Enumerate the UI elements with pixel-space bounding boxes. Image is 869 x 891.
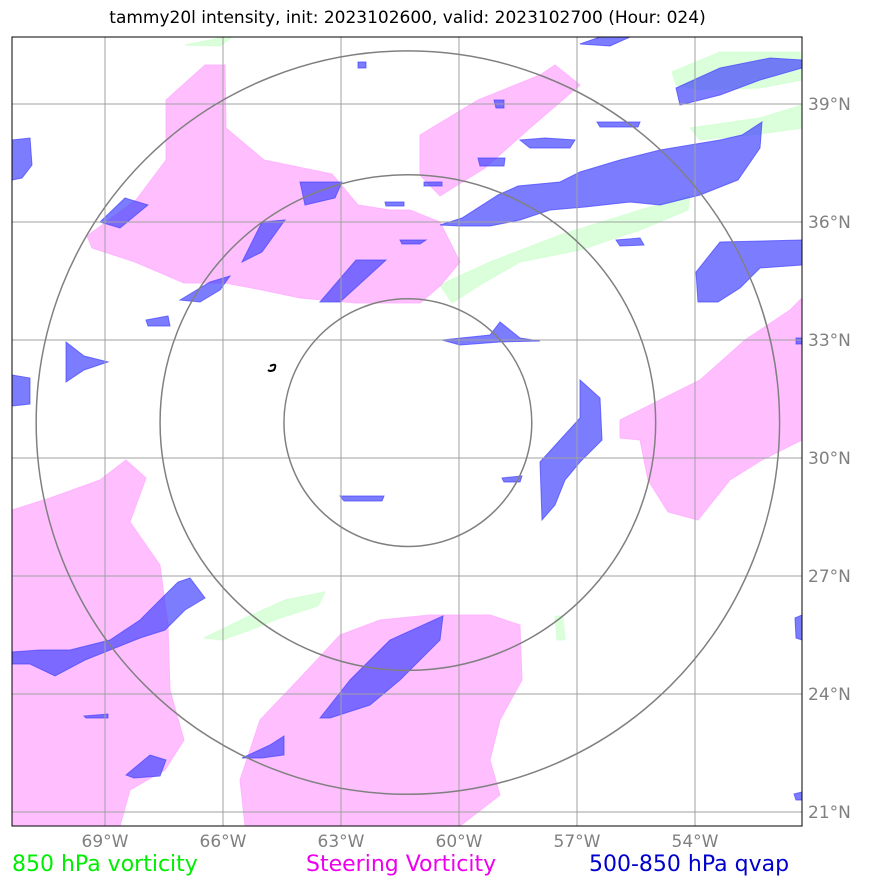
lat-tick-label: 33°N	[808, 331, 851, 351]
range-ring	[35, 50, 781, 796]
vort850-patch	[184, 37, 233, 47]
qvap-patch	[423, 181, 443, 187]
steering-patch	[239, 614, 523, 826]
gridlines	[12, 37, 802, 826]
map-title: tammy20l intensity, init: 2023102600, va…	[109, 8, 706, 28]
legend-steering: Steering Vorticity	[306, 852, 497, 877]
qvap-patch	[338, 495, 385, 502]
steering-patch	[419, 64, 581, 197]
qvap-patch	[675, 57, 802, 106]
qvap-patch	[399, 239, 428, 245]
qvap-patch	[65, 340, 110, 383]
qvap-patch	[145, 315, 171, 327]
range-ring	[159, 174, 657, 672]
lon-tick-label: 60°W	[436, 832, 483, 852]
qvap-patch	[695, 239, 802, 303]
qvap-patch	[357, 61, 367, 69]
qvap-patch	[596, 121, 641, 128]
lon-tick-label: 54°W	[672, 832, 719, 852]
qvap-patch	[794, 614, 802, 641]
storm-track-marker	[267, 363, 277, 372]
qvap-patch	[99, 197, 150, 229]
lon-tick-label: 69°W	[82, 832, 129, 852]
lat-tick-label: 39°N	[808, 95, 851, 115]
qvap-patch	[12, 374, 31, 407]
lon-tick-label: 57°W	[554, 832, 601, 852]
qvap-patch	[318, 259, 388, 303]
qvap-patch	[539, 378, 603, 522]
qvap-patch	[518, 137, 576, 149]
qvap-patch	[12, 577, 206, 677]
qvap-patch	[178, 275, 232, 303]
legend-qvap: 500-850 hPa qvap	[589, 852, 790, 877]
qvap-patch	[579, 37, 631, 47]
vort850-patch	[439, 195, 691, 304]
vort850-patch	[689, 104, 802, 141]
lon-tick-label: 66°W	[200, 832, 247, 852]
qvap-patch	[441, 321, 541, 346]
qvap-patch	[795, 337, 802, 345]
lat-tick-label: 24°N	[808, 685, 851, 705]
lat-tick-labels: 39°N 36°N 33°N 30°N 27°N 24°N 21°N	[808, 95, 851, 823]
steering-patch	[86, 64, 461, 304]
range-rings	[35, 50, 781, 796]
qvap-layer	[12, 37, 802, 801]
lat-tick-label: 21°N	[808, 803, 851, 823]
lat-tick-label: 30°N	[808, 449, 851, 469]
map-frame	[11, 36, 803, 827]
lon-tick-labels: 69°W 66°W 63°W 60°W 57°W 54°W	[82, 832, 719, 852]
lat-tick-label: 27°N	[808, 567, 851, 587]
steering-patch	[619, 297, 802, 521]
qvap-patch	[125, 754, 167, 779]
qvap-patch	[793, 791, 802, 801]
qvap-patch	[615, 237, 645, 247]
qvap-patch	[241, 735, 285, 759]
qvap-patch	[384, 201, 405, 207]
qvap-patch	[12, 137, 33, 181]
vort850-patch	[202, 591, 326, 641]
range-ring	[283, 297, 533, 548]
vort850-patch	[554, 615, 566, 641]
qvap-patch	[477, 157, 506, 167]
legend-vort850: 850 hPa vorticity	[12, 852, 198, 877]
map-plot-area	[12, 37, 802, 826]
qvap-patch	[240, 219, 287, 264]
lon-tick-label: 63°W	[318, 832, 365, 852]
qvap-patch	[439, 121, 763, 227]
lat-tick-label: 36°N	[808, 213, 851, 233]
qvap-patch	[82, 713, 109, 719]
